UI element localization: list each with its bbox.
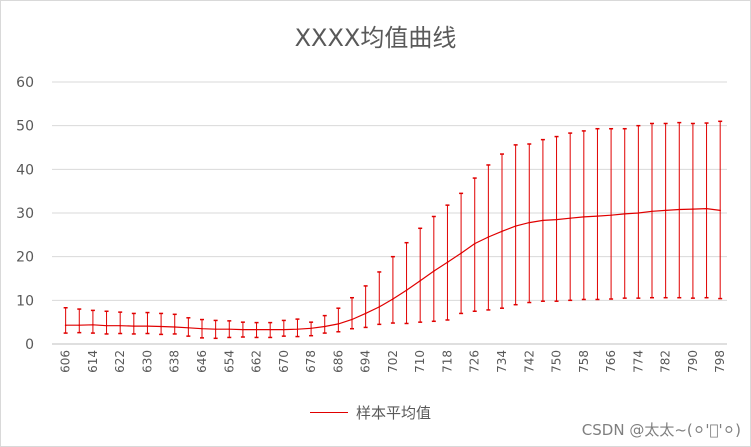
chart-title: XXXX均值曲线 [294,24,457,52]
y-tick-label: 0 [25,337,34,353]
data-point [92,323,94,326]
data-point [637,212,640,214]
x-tick-label: 614 [86,350,100,373]
data-point [364,312,367,315]
data-point [64,324,67,327]
data-point [446,261,449,264]
data-point [378,306,381,308]
x-tick-label: 678 [304,350,318,373]
data-point [337,323,340,325]
data-point [283,328,285,331]
x-tick-label: 702 [386,350,400,373]
x-tick-label: 742 [522,350,536,373]
y-tick-label: 50 [16,119,34,135]
data-point [310,327,312,330]
x-tick-label: 630 [140,350,154,373]
x-tick-label: 710 [413,350,427,373]
x-tick-label: 734 [495,350,509,373]
data-point [692,208,694,210]
data-point [405,289,408,292]
data-point [269,328,271,331]
data-point [187,327,190,329]
x-tick-label: 718 [440,350,454,373]
legend-label: 样本平均值 [356,404,432,422]
data-point [351,318,353,321]
y-tick-label: 30 [16,206,34,222]
x-tick-label: 766 [604,350,618,373]
data-point [664,209,667,212]
data-point [569,217,571,220]
data-point [433,270,435,272]
data-point [719,209,721,212]
data-point [160,325,162,328]
data-point [610,214,612,216]
data-point [323,325,326,328]
x-tick-label: 646 [195,350,209,373]
data-point [473,242,476,245]
y-tick-label: 60 [16,75,34,91]
data-point [542,219,544,222]
data-point [228,328,231,330]
x-tick-label: 622 [113,350,127,373]
legend-line-swatch [310,412,348,413]
watermark: CSDN @太太~(⚪'⃘'⚪) [581,421,741,439]
data-point [501,230,503,233]
x-tick-label: 606 [59,350,73,373]
data-point [514,225,517,227]
x-tick-label: 654 [222,350,236,373]
data-point [705,207,708,210]
x-tick-label: 782 [659,350,673,373]
data-point [678,208,681,211]
data-point [255,328,258,331]
data-point [419,279,421,282]
data-point [105,324,108,327]
x-tick-label: 662 [250,350,264,373]
x-tick-label: 750 [550,350,564,373]
data-point [528,221,531,224]
data-point [487,236,490,238]
data-point [201,327,203,330]
data-point [583,216,585,218]
data-point [119,324,121,327]
data-point [296,328,299,330]
data-point [78,324,81,327]
y-tick-label: 10 [16,293,34,309]
x-tick-label: 726 [468,350,482,373]
legend: 样本平均值 [310,402,431,423]
y-tick-label: 20 [16,250,34,266]
data-point [214,328,217,330]
data-point [651,210,653,213]
data-point [596,215,599,217]
data-point [555,218,558,221]
x-tick-label: 638 [168,350,182,373]
x-tick-label: 758 [577,350,591,373]
x-tick-label: 670 [277,350,291,373]
x-tick-label: 694 [359,350,373,373]
x-tick-label: 686 [331,350,345,373]
y-tick-label: 40 [16,162,34,178]
x-tick-label: 774 [631,350,645,373]
data-point [623,213,626,215]
x-tick-label: 790 [686,350,700,373]
x-tick-label: 798 [713,350,727,373]
data-point [146,325,149,327]
data-point [133,325,135,327]
data-point [173,326,176,328]
data-point [242,328,244,331]
data-point [460,252,462,254]
data-point [392,298,394,300]
